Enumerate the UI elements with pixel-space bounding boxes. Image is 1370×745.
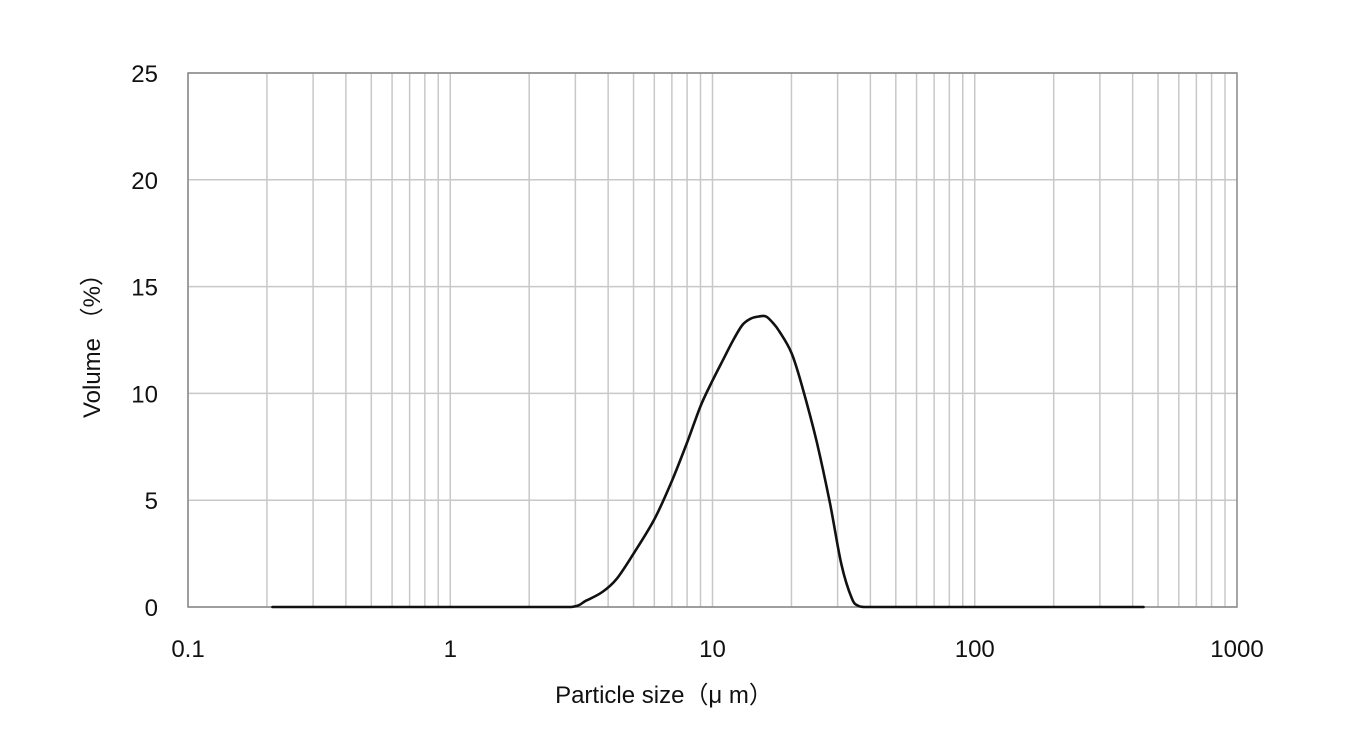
series-group <box>271 314 1145 609</box>
x-tick-label: 10 <box>699 636 726 663</box>
y-tick-label: 20 <box>131 168 158 195</box>
x-tick-label: 1 <box>444 636 457 663</box>
x-tick-label: 0.1 <box>171 636 204 663</box>
y-tick-label: 5 <box>145 488 158 515</box>
x-tick-label: 100 <box>955 636 995 663</box>
y-axis-title: Volume （%） <box>79 262 106 418</box>
y-tick-label: 10 <box>131 381 158 408</box>
series-line <box>271 314 1145 609</box>
plot-frame <box>187 72 1238 608</box>
grid <box>187 72 1237 608</box>
y-tick-label: 0 <box>145 595 158 622</box>
y-tick-label: 15 <box>131 275 158 302</box>
y-tick-labels: 0 5 10 15 20 25 <box>131 61 158 622</box>
x-tick-labels: 0.1 1 10 100 1000 <box>171 636 1263 663</box>
x-axis-title: Particle size（μ m） <box>555 682 773 709</box>
y-tick-label: 25 <box>131 61 158 88</box>
x-tick-label: 1000 <box>1210 636 1263 663</box>
